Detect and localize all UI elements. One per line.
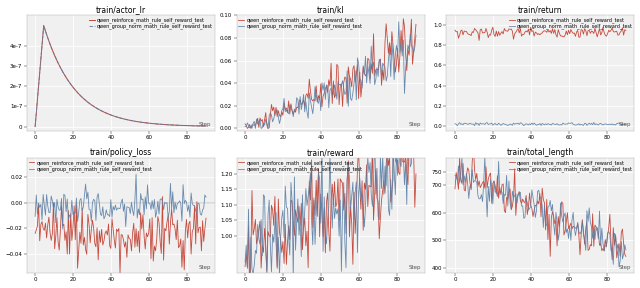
Title: train/policy_loss: train/policy_loss	[90, 148, 152, 157]
Title: train/reward: train/reward	[307, 148, 355, 157]
Title: train/return: train/return	[518, 5, 563, 15]
Legend: qwen_reinforce_math_rule_self_reward_test, qwen_group_norm_math_rule_self_reward: qwen_reinforce_math_rule_self_reward_tes…	[508, 159, 634, 173]
Legend: qwen_reinforce_math_rule_self_reward_test, qwen_group_norm_math_rule_self_reward: qwen_reinforce_math_rule_self_reward_tes…	[237, 16, 364, 30]
Legend: qwen_reinforce_math_rule_self_reward_test, qwen_group_norm_math_rule_self_reward: qwen_reinforce_math_rule_self_reward_tes…	[28, 159, 154, 173]
Text: Step: Step	[618, 265, 630, 270]
Text: Step: Step	[198, 265, 211, 270]
Text: Step: Step	[618, 122, 630, 127]
Text: Step: Step	[408, 122, 420, 127]
Title: train/total_length: train/total_length	[507, 148, 574, 157]
Text: Step: Step	[408, 265, 420, 270]
Title: train/actor_lr: train/actor_lr	[95, 5, 146, 15]
Legend: qwen_reinforce_math_rule_self_reward_test, qwen_group_norm_math_rule_self_reward: qwen_reinforce_math_rule_self_reward_tes…	[88, 16, 214, 30]
Legend: qwen_reinforce_math_rule_self_reward_test, qwen_group_norm_math_rule_self_reward: qwen_reinforce_math_rule_self_reward_tes…	[508, 16, 634, 30]
Title: train/kl: train/kl	[317, 5, 344, 15]
Legend: qwen_reinforce_math_rule_self_reward_test, qwen_group_norm_math_rule_self_reward: qwen_reinforce_math_rule_self_reward_tes…	[237, 159, 364, 173]
Text: Step: Step	[198, 122, 211, 127]
